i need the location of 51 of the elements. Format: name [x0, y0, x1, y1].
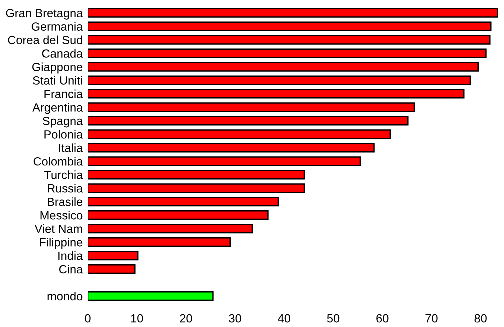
y-tick-label: Italia	[59, 144, 84, 152]
x-tick-label: 60	[376, 314, 389, 323]
x-tick-label: 50	[327, 314, 340, 323]
y-tick-label: mondo	[48, 292, 83, 301]
x-tick-label: 30	[229, 314, 242, 323]
bar	[88, 22, 492, 32]
x-tick-label: 0	[85, 314, 91, 323]
bar	[88, 143, 375, 153]
y-tick-label: Russia	[48, 184, 84, 193]
bar	[88, 170, 306, 180]
bar	[88, 76, 472, 86]
y-tick-label: Gran Bretagna	[6, 9, 84, 20]
x-tick-label: 40	[278, 314, 291, 323]
y-tick-label: Spagna	[42, 117, 84, 128]
bar	[88, 130, 392, 140]
y-tick-label: Polonia	[44, 130, 84, 139]
y-tick-label: Stati Uniti	[33, 76, 82, 85]
x-tick-label: 70	[426, 314, 438, 323]
y-tick-label: Filippine	[40, 238, 83, 250]
bar	[88, 184, 306, 194]
bar	[88, 210, 269, 220]
y-tick-label: Colombia	[34, 157, 84, 166]
y-tick-label: Canada	[42, 49, 84, 58]
y-tick-label: Francia	[44, 90, 84, 98]
y-tick-label: Cina	[59, 265, 84, 274]
y-tick-label: Argentina	[32, 103, 84, 114]
bar	[88, 156, 362, 166]
bar	[88, 238, 232, 248]
bar	[88, 8, 498, 18]
x-tick-label: 10	[131, 314, 144, 323]
bar	[88, 197, 280, 207]
bar	[88, 62, 479, 72]
bar	[88, 102, 416, 112]
y-tick-label: Corea del Sud	[8, 36, 82, 44]
x-tick-label: 20	[180, 314, 192, 323]
y-tick-label: Viet Nam	[34, 224, 82, 234]
bar	[88, 116, 409, 126]
y-tick-label: Giappone	[32, 62, 83, 74]
bar	[88, 35, 491, 45]
y-tick-label: Messico	[40, 211, 83, 220]
y-tick-label: Turchia	[44, 170, 84, 180]
bar	[88, 89, 465, 99]
y-tick-label: India	[58, 252, 84, 260]
bar	[88, 48, 487, 58]
y-tick-label: Germania	[32, 22, 84, 31]
bar	[88, 251, 139, 261]
bar	[88, 264, 136, 274]
bar	[88, 224, 254, 234]
y-tick-label: Brasile	[48, 198, 83, 206]
bar	[88, 291, 214, 302]
x-tick-label: 80	[474, 314, 487, 323]
